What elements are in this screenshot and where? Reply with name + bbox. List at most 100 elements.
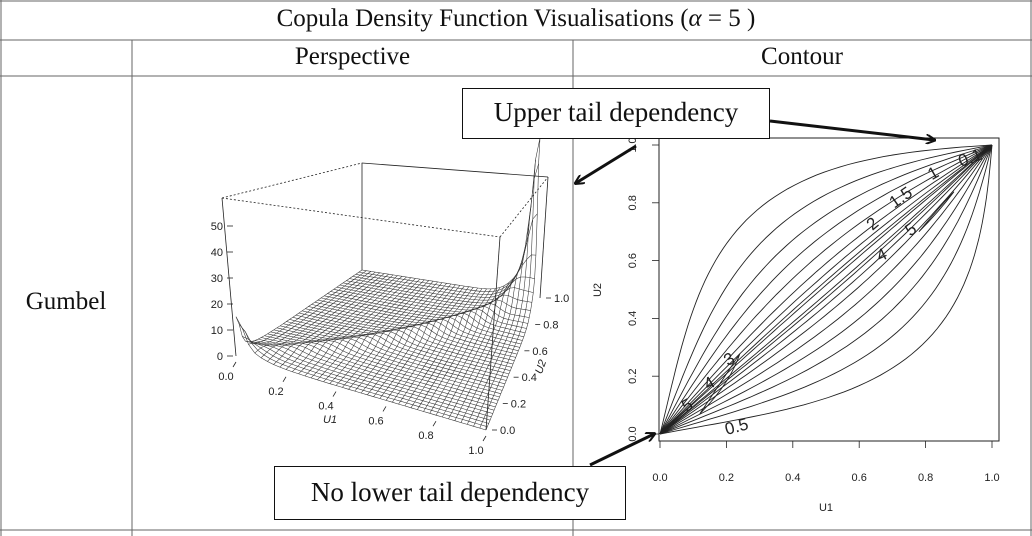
u1-tick	[482, 435, 487, 442]
y-axis-label: U2	[592, 283, 604, 297]
mesh-line	[311, 304, 519, 351]
u2-tick-label: 0.4	[522, 372, 537, 384]
mesh-line	[254, 271, 376, 354]
mesh-line	[238, 324, 488, 427]
contour-level-label: 3	[720, 349, 738, 370]
contour-line	[659, 144, 993, 435]
u2-tick-label: 0.8	[543, 319, 558, 331]
mesh-line	[355, 213, 538, 295]
z-tick-label: 10	[211, 325, 223, 337]
mesh-line	[330, 291, 527, 329]
upper-tail-callout-text: Upper tail dependency	[493, 97, 739, 127]
contour-loop	[699, 353, 741, 415]
y-tick-label: 0.4	[627, 311, 639, 326]
contour-line	[659, 144, 993, 435]
mesh-line	[358, 163, 539, 292]
contour-line	[659, 144, 993, 435]
mesh-line	[324, 295, 524, 338]
mesh-line	[473, 205, 532, 427]
x-tick-label: 1.0	[984, 472, 999, 484]
z-tick-label: 30	[211, 273, 223, 285]
x-axis-label: U1	[819, 502, 833, 514]
contour-line	[659, 144, 993, 435]
u1-tick-label: 0.6	[368, 415, 383, 427]
contour-plot-frame	[658, 137, 1000, 442]
lower-tail-callout-text: No lower tail dependency	[310, 477, 590, 507]
u2-tick-label: 1.0	[554, 293, 569, 305]
mesh-line	[460, 262, 523, 423]
contour-line	[659, 144, 993, 435]
mesh-line	[352, 254, 536, 298]
y-tick-label: 1.0	[627, 137, 639, 152]
row-label-gumbel: Gumbel	[25, 288, 107, 315]
contour-line	[659, 144, 993, 435]
mesh-line	[305, 308, 516, 358]
contour-line	[659, 144, 993, 435]
mesh-line	[479, 159, 536, 429]
u2-tick-label: 0.0	[500, 425, 515, 437]
contour-level-label: 0.5	[723, 414, 751, 438]
u1-tick-label: 0.0	[218, 371, 233, 383]
mesh-line	[273, 273, 389, 365]
mesh-line	[308, 306, 518, 355]
u2-tick-label: 0.2	[511, 399, 526, 411]
contour-line	[659, 144, 993, 435]
u2-axis-label: U2	[533, 358, 549, 375]
mesh-line	[448, 278, 514, 420]
mesh-line	[339, 284, 531, 311]
mesh-line	[398, 287, 478, 405]
u1-tick-label: 0.8	[418, 430, 433, 442]
u1-tick	[282, 376, 287, 383]
z-tick-label: 40	[211, 247, 223, 259]
title-prefix: Copula Density Function Visualisations (	[276, 5, 689, 32]
contour-line	[659, 144, 993, 435]
contour-level-label: 4	[873, 244, 890, 265]
mesh-line	[321, 297, 523, 341]
u1-tick	[382, 406, 387, 412]
column-header-contour: Contour	[761, 43, 843, 70]
z-tick-label: 20	[211, 299, 223, 311]
contour-loop	[918, 191, 955, 233]
mesh-line	[333, 289, 528, 324]
mesh-line	[349, 276, 535, 301]
u1-tick	[432, 420, 437, 427]
contour-line	[659, 144, 993, 435]
y-tick-label: 0.8	[627, 195, 639, 210]
y-tick-label: 0.2	[627, 369, 639, 384]
u1-tick-label: 0.4	[318, 401, 333, 413]
mesh-line	[336, 286, 530, 318]
mesh-line	[485, 137, 541, 431]
x-tick-label: 0.8	[918, 472, 933, 484]
contour-line	[659, 144, 993, 435]
x-tick-label: 0.6	[852, 472, 867, 484]
mesh-line	[361, 137, 541, 290]
mesh-line	[467, 243, 527, 425]
contour-line	[659, 144, 993, 435]
lower-tail-callout: No lower tail dependency	[274, 466, 626, 520]
u1-tick	[332, 391, 337, 397]
y-tick-label: 0.6	[627, 253, 639, 268]
u1-tick-label: 1.0	[468, 445, 483, 457]
perspective-plot: 0 10 20 30 40 50 0.0 0.2 0.4 0.6 0.8 1.0 U1 0.0 0.2 0.4…	[211, 137, 569, 457]
contour-plot: 0.0 0.2 0.4 0.6 0.8 1.0 0.0 0.2 0.4 0.6 0.8 1.0 U1 U2…	[592, 137, 1000, 514]
contour-line	[659, 144, 993, 435]
column-header-perspective: Perspective	[294, 43, 411, 70]
u1-tick	[232, 361, 237, 368]
mesh-line	[442, 282, 510, 418]
mesh-line	[392, 287, 474, 403]
contour-line	[659, 144, 993, 435]
u2-tick-label: 0.6	[532, 346, 547, 358]
u1-axis-label: U1	[323, 414, 337, 426]
u1-tick-label: 0.2	[268, 386, 283, 398]
mesh-line	[379, 285, 465, 399]
upper-tail-callout: Upper tail dependency	[462, 88, 770, 139]
mesh-line	[317, 299, 522, 345]
mesh-line	[454, 272, 519, 421]
table-title: Copula Density Function Visualisations (…	[0, 5, 1032, 33]
title-alpha: α	[688, 5, 702, 32]
x-tick-label: 0.2	[719, 472, 734, 484]
mesh-line	[327, 293, 526, 334]
mesh-line	[298, 312, 514, 365]
mesh-line	[235, 316, 487, 431]
